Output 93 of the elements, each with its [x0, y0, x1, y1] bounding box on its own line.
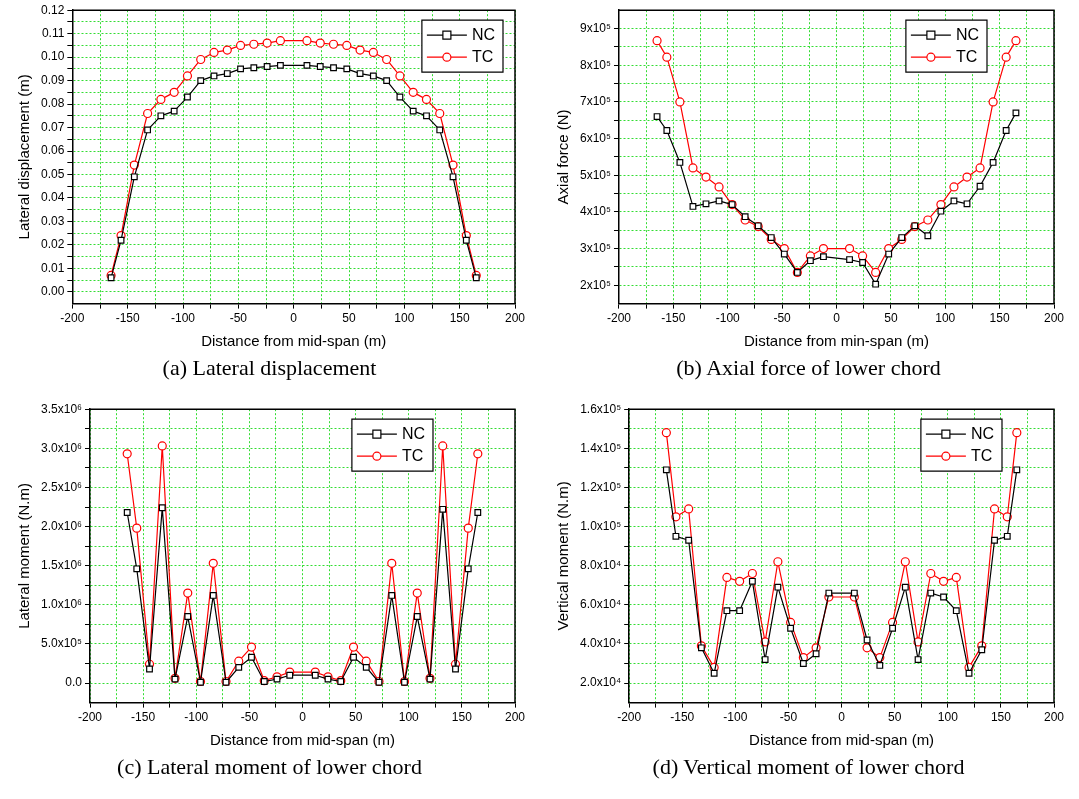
y-tick-label: 1.4x10⁵	[580, 440, 622, 455]
y-tick-label: 5.0x10⁵	[40, 636, 83, 651]
text: (b) Axial force of lower chord	[675, 355, 942, 381]
y-tick-label: 2x10⁵	[580, 277, 612, 292]
y-axis-title: Lateral displacement (m)	[15, 74, 33, 240]
x-tick-label: 0	[838, 710, 846, 725]
x-tick-label: 50	[884, 311, 898, 326]
x-tick-label: 150	[989, 311, 1010, 326]
x-tick-label: -200	[60, 311, 85, 326]
x-tick-label: 100	[935, 311, 956, 326]
y-tick-label: 2.0x10⁴	[580, 675, 622, 690]
legend-label: TC	[401, 446, 424, 464]
y-tick-label: 9x10⁵	[580, 20, 612, 35]
x-tick-label: 100	[394, 311, 415, 326]
y-tick-label: 1.0x10⁶	[41, 597, 83, 612]
y-tick-label: 3.5x10⁶	[41, 401, 83, 416]
legend-label: TC	[471, 47, 494, 65]
y-axis-title: Vertical moment (N.m)	[554, 481, 572, 631]
y-tick-label: 0.07	[41, 119, 65, 134]
x-tick-label: -150	[131, 710, 156, 725]
x-tick-label: -100	[723, 710, 748, 725]
x-tick-label: 50	[888, 710, 902, 725]
x-tick-label: -200	[617, 710, 642, 725]
x-axis-title: Distance from mid-span (m)	[749, 731, 935, 749]
y-tick-label: 1.2x10⁵	[580, 479, 622, 494]
y-tick-label: 4.0x10⁴	[580, 636, 622, 651]
x-tick-label: -200	[606, 311, 632, 326]
x-tick-label: -150	[115, 311, 141, 326]
y-tick-label: 3x10⁵	[580, 240, 612, 255]
x-tick-label: 200	[504, 710, 526, 725]
y-tick-label: 0.12	[41, 2, 65, 17]
y-tick-label: 8.0x10⁴	[580, 557, 622, 572]
y-tick-label: 0.09	[41, 72, 65, 87]
legend-label: NC	[471, 25, 495, 43]
y-tick-label: 6.0x10⁴	[580, 597, 622, 612]
x-tick-label: -150	[661, 311, 686, 326]
y-tick-label: 0.01	[41, 260, 65, 275]
y-tick-label: 4x10⁵	[580, 204, 612, 219]
y-tick-label: 0.02	[41, 237, 65, 252]
y-tick-label: 1.6x10⁵	[580, 401, 622, 416]
legend-label: NC	[970, 424, 994, 442]
x-tick-label: 50	[348, 710, 363, 725]
x-tick-label: 100	[937, 710, 959, 725]
x-tick-label: -50	[773, 311, 792, 326]
y-tick-label: 3.0x10⁶	[41, 440, 83, 455]
legend-label: NC	[955, 25, 979, 43]
x-tick-label: 0	[833, 311, 841, 326]
y-tick-label: 2.0x10⁶	[41, 518, 83, 533]
y-tick-label: 5x10⁵	[580, 167, 612, 182]
y-axis-title: Lateral moment (N.m)	[15, 482, 33, 629]
legend-label: NC	[401, 424, 425, 442]
x-tick-label: -50	[240, 710, 259, 725]
x-tick-label: -100	[171, 311, 196, 326]
x-tick-label: -100	[715, 311, 741, 326]
y-tick-label: 0.08	[41, 96, 65, 111]
y-tick-label: 0.04	[41, 190, 65, 205]
text: (c) Lateral moment of lower chord	[116, 754, 423, 780]
x-tick-label: -150	[670, 710, 695, 725]
legend-label: TC	[955, 47, 978, 65]
y-tick-label: 0.11	[41, 25, 65, 40]
y-tick-label: 0.0	[65, 675, 83, 690]
x-tick-label: 0	[299, 710, 307, 725]
y-tick-label: 0.00	[41, 284, 65, 299]
text: (a) Lateral displacement	[161, 355, 378, 381]
x-tick-label: 150	[451, 710, 473, 725]
x-tick-label: 100	[398, 710, 420, 725]
y-tick-label: 6x10⁵	[580, 130, 612, 145]
y-tick-label: 0.06	[41, 143, 65, 158]
x-tick-label: 200	[504, 311, 526, 326]
x-axis-title: Distance from min-span (m)	[743, 332, 930, 350]
y-tick-label: 7x10⁵	[580, 94, 612, 109]
y-tick-label: 0.10	[41, 49, 65, 64]
text: (d) Vertical moment of lower chord	[651, 754, 966, 780]
y-axis-title: Axial force (N)	[554, 109, 572, 205]
x-tick-label: -200	[77, 710, 103, 725]
y-tick-label: 2.5x10⁶	[41, 479, 83, 494]
x-tick-label: 0	[290, 311, 298, 326]
x-axis-title: Distance from mid-span (m)	[209, 731, 396, 749]
y-tick-label: 8x10⁵	[580, 57, 612, 72]
x-tick-label: 200	[1043, 710, 1065, 725]
x-tick-label: -100	[184, 710, 209, 725]
x-tick-label: -50	[229, 311, 248, 326]
x-tick-label: -50	[779, 710, 798, 725]
x-tick-label: 150	[449, 311, 470, 326]
y-tick-label: 0.03	[41, 213, 65, 228]
x-tick-label: 200	[1043, 311, 1065, 326]
y-tick-label: 0.05	[41, 166, 65, 181]
y-tick-label: 1.0x10⁵	[580, 518, 622, 533]
legend-label: TC	[970, 446, 993, 464]
x-tick-label: 150	[990, 710, 1012, 725]
y-tick-label: 1.5x10⁶	[41, 557, 83, 572]
x-tick-label: 50	[342, 311, 356, 326]
x-axis-title: Distance from mid-span (m)	[201, 332, 387, 350]
